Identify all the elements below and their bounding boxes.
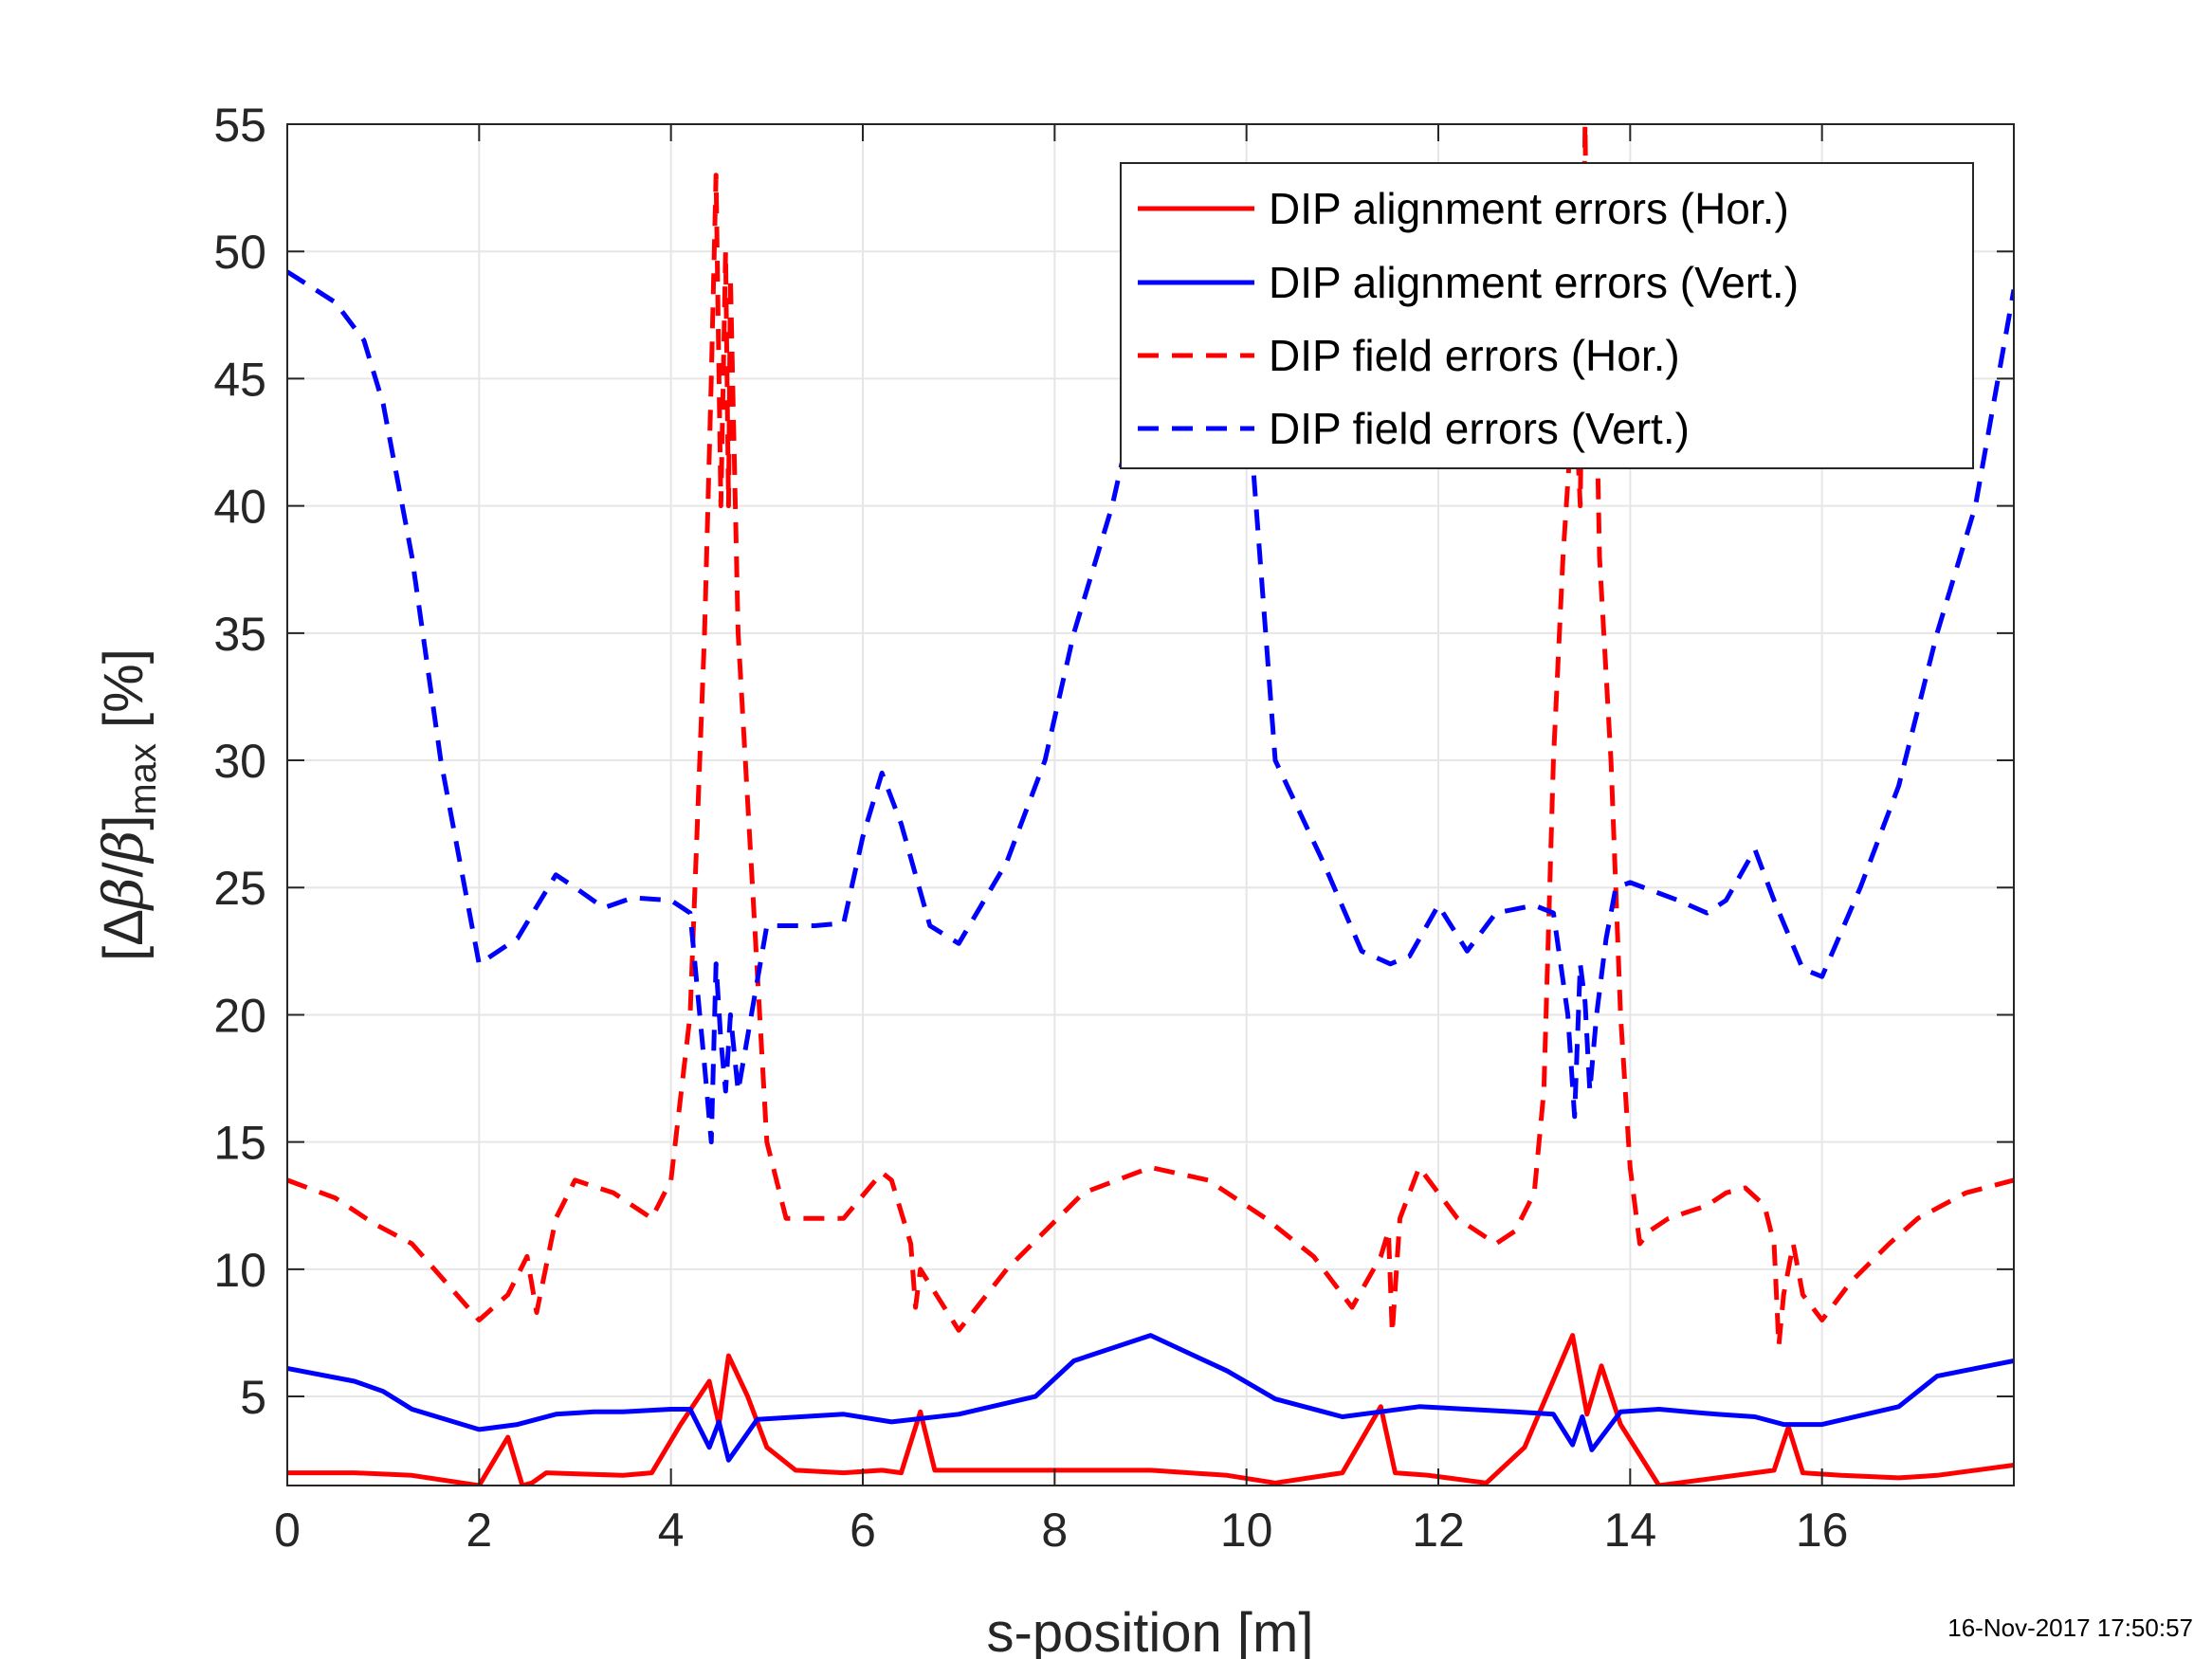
x-tick-label: 16 [1796, 1504, 1849, 1557]
y-label-part-sub: max [122, 743, 164, 815]
legend-label-0: DIP alignment errors (Hor.) [1269, 184, 1789, 233]
x-axis-label: s-position [m] [987, 1602, 1314, 1659]
y-tick-label: 55 [213, 99, 266, 152]
y-axis-label: [Δβ/β]max [%] [91, 648, 164, 961]
x-tick-label: 6 [850, 1504, 876, 1557]
y-tick-label: 15 [213, 1117, 266, 1170]
x-tick-label: 8 [1041, 1504, 1068, 1557]
y-tick-label: 10 [213, 1244, 266, 1297]
timestamp: 16-Nov-2017 17:50:57 [1947, 1613, 2193, 1642]
series-line-0 [287, 1333, 2014, 1486]
legend-label-2: DIP field errors (Hor.) [1269, 331, 1680, 380]
x-tick-label: 10 [1220, 1504, 1273, 1557]
y-tick-label: 30 [213, 735, 266, 788]
y-label-part-slash: / [93, 861, 155, 877]
y-tick-label: 45 [213, 353, 266, 406]
x-tick-label: 14 [1604, 1504, 1657, 1557]
plot-area [287, 124, 2014, 1486]
y-label-part-beta2: β [91, 830, 155, 865]
y-tick-label: 40 [213, 481, 266, 534]
y-tick-label: 5 [240, 1371, 266, 1424]
y-label-part-beta1: β [91, 877, 155, 911]
x-tick-label: 0 [274, 1504, 301, 1557]
y-label-part-close: ] [93, 815, 155, 830]
legend-label-3: DIP field errors (Vert.) [1269, 404, 1690, 453]
legend-label-1: DIP alignment errors (Vert.) [1269, 258, 1799, 307]
ticks [286, 123, 2014, 1486]
x-tick-label: 2 [466, 1504, 492, 1557]
tick-labels: 0 2 4 6 8 10 12 14 16 5 10 15 20 25 30 35 40 45 50 55 [213, 99, 1848, 1557]
x-tick-label: 4 [658, 1504, 685, 1557]
legend-box [1120, 162, 1974, 469]
series-line-3 [287, 269, 2014, 1145]
axes-box [286, 123, 2015, 1486]
series-line-1 [287, 1333, 2014, 1463]
series-line-2 [287, 124, 2014, 1348]
legend: DIP alignment errors (Hor.) DIP alignmen… [1120, 162, 1974, 469]
y-tick-label: 20 [213, 989, 266, 1042]
y-label-part-open: [Δ [93, 909, 155, 961]
x-tick-label: 12 [1412, 1504, 1465, 1557]
y-tick-label: 25 [213, 862, 266, 915]
y-tick-label: 50 [213, 226, 266, 279]
y-label-part-unit: [%] [93, 648, 155, 743]
y-tick-label: 35 [213, 608, 266, 661]
